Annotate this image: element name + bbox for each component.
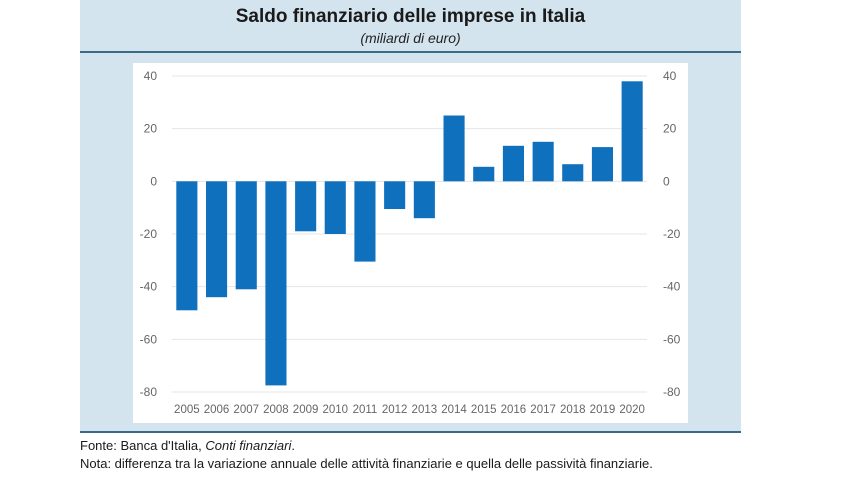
x-tick-label: 2008 (263, 404, 289, 416)
bar-2011 (354, 181, 376, 262)
y-tick-label-left: 20 (144, 122, 158, 136)
y-tick-label-right: -60 (663, 332, 681, 346)
x-tick-label: 2018 (560, 404, 586, 416)
x-tick-label: 2007 (233, 404, 259, 416)
y-tick-label-right: -40 (663, 280, 681, 294)
x-tick-label: 2016 (501, 404, 527, 416)
y-tick-label-right: -80 (663, 385, 681, 399)
bottom-divider (80, 431, 741, 433)
source-prefix: Fonte: Banca d'Italia, (80, 438, 206, 453)
x-tick-label: 2011 (353, 404, 378, 416)
x-tick-label: 2019 (590, 404, 616, 416)
y-tick-label-left: -20 (140, 227, 158, 241)
y-axis-left: 40 20 0 -20 -40 -60 -80 (140, 69, 158, 399)
y-tick-label-left: -40 (140, 280, 158, 294)
bars (176, 81, 643, 386)
bar-2019 (591, 147, 613, 182)
bar-2005 (176, 181, 198, 311)
x-tick-label: 2012 (382, 404, 408, 416)
bar-2008 (265, 181, 287, 386)
bar-2020 (621, 81, 643, 182)
chart-subtitle: (miliardi di euro) (360, 30, 461, 46)
y-tick-label-right: -20 (663, 227, 681, 241)
y-tick-label-right: 20 (663, 122, 677, 136)
y-tick-label-left: -80 (140, 385, 158, 399)
x-tick-label: 2015 (471, 404, 497, 416)
bar-2016 (502, 145, 524, 182)
x-axis: 2005 2006 2007 2008 2009 2010 2011 2012 2013 2014… (174, 404, 645, 416)
x-tick-label: 2017 (530, 404, 556, 416)
footnote: Nota: differenza tra la variazione annua… (80, 456, 653, 471)
y-tick-label-left: -60 (140, 332, 158, 346)
bar-2018 (562, 164, 584, 182)
bar-2013 (413, 181, 435, 219)
chart-title: Saldo finanziario delle imprese in Itali… (235, 6, 586, 27)
x-tick-label: 2009 (293, 404, 319, 416)
bar-2010 (324, 181, 346, 234)
y-tick-label-right: 0 (663, 174, 670, 188)
source-title: Conti finanziari (205, 438, 292, 453)
bar-2017 (532, 141, 554, 182)
x-tick-label: 2020 (619, 404, 645, 416)
bar-2014 (443, 115, 465, 182)
y-tick-label-left: 40 (144, 69, 158, 83)
source-suffix: . (291, 438, 295, 453)
x-tick-label: 2010 (322, 404, 348, 416)
x-tick-label: 2014 (441, 404, 467, 416)
x-tick-label: 2005 (174, 404, 200, 416)
y-tick-label-right: 40 (663, 69, 677, 83)
header-divider (80, 51, 741, 53)
x-tick-label: 2006 (204, 404, 230, 416)
bar-2009 (295, 181, 317, 232)
bar-2012 (384, 181, 406, 209)
x-tick-label: 2013 (412, 404, 438, 416)
bar-2006 (206, 181, 228, 298)
y-tick-label-left: 0 (150, 174, 157, 188)
source-note: Fonte: Banca d'Italia, Conti finanziari. (80, 438, 295, 453)
y-axis-right: 40 20 0 -20 -40 -60 -80 (663, 69, 681, 399)
bar-2007 (235, 181, 257, 290)
bar-2015 (473, 166, 495, 182)
